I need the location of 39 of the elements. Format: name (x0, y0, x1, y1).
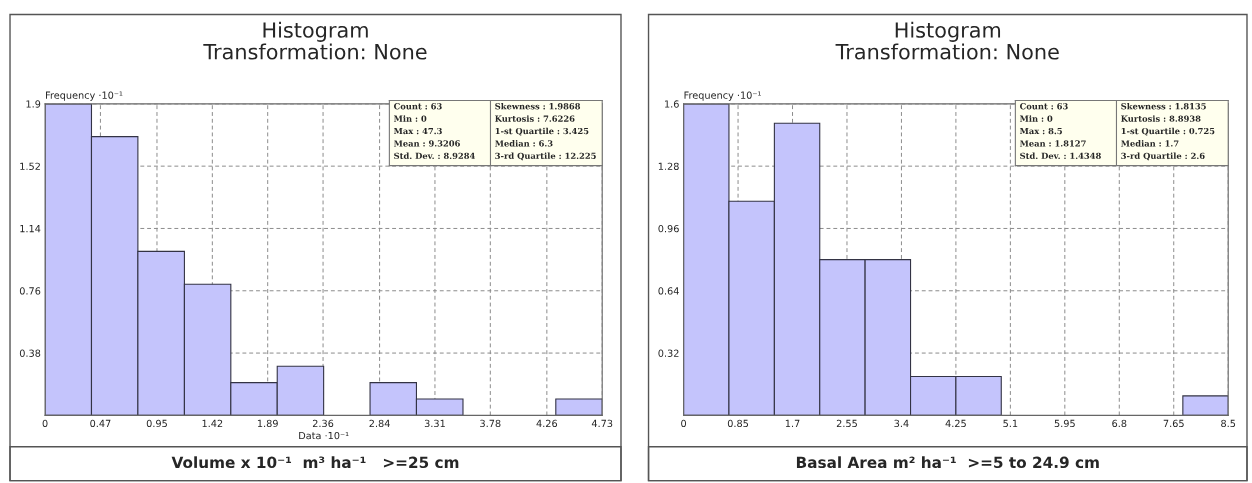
x-tick-label: 3.4 (894, 419, 909, 428)
y-tick-label: 0.38 (19, 349, 41, 357)
x-tick-label: 0 (681, 419, 687, 428)
y-tick-label: 0.96 (658, 224, 679, 233)
x-tick-label: 4.26 (536, 419, 558, 428)
y-tick-label: 0.76 (19, 287, 41, 295)
x-tick-label: 0 (42, 419, 48, 428)
x-tick-label: 0.85 (727, 419, 749, 428)
y-axis-title: Frequency ·10⁻¹ (46, 91, 123, 101)
x-tick-label: 3.78 (480, 419, 501, 428)
y-tick-label: 0.32 (658, 349, 679, 357)
y-tick-label: 1.28 (658, 162, 679, 170)
x-tick-label: 3.31 (424, 419, 445, 428)
x-tick-label: 1.7 (785, 419, 800, 427)
chart-title: Histogram Transformation: None (203, 21, 427, 60)
y-tick-label: 1.14 (20, 225, 41, 233)
x-tick-label: 0.95 (146, 419, 167, 428)
x-tick-label: 4.73 (591, 419, 613, 428)
y-tick-label: 1.9 (26, 100, 41, 108)
y-tick-label: 0.64 (658, 287, 679, 295)
x-tick-label: 7.65 (1163, 419, 1184, 428)
text: Volume x 10⁻¹ m³ ha⁻¹ >=25 cm (171, 456, 459, 469)
x-tick-label: 2.84 (369, 419, 390, 428)
y-tick-label: 1.52 (20, 162, 40, 170)
y-tick-label: 1.6 (665, 100, 679, 108)
y-axis-title: Frequency ·10⁻¹ (684, 91, 761, 101)
x-tick-label: 8.5 (1221, 419, 1236, 428)
x-tick-label: 4.25 (945, 419, 966, 428)
x-tick-label: 0.47 (90, 419, 111, 428)
x-tick-label: 1.42 (202, 419, 223, 427)
x-tick-label: 1.89 (257, 419, 278, 428)
x-tick-label: 5.95 (1054, 419, 1075, 428)
chart-title: Histogram Transformation: None (835, 21, 1059, 60)
x-tick-label: 2.36 (312, 419, 334, 428)
x-tick-label: 5.1 (1003, 419, 1018, 428)
x-tick-label: 2.55 (836, 419, 857, 428)
x-tick-label: 6.8 (1112, 419, 1127, 428)
text: Basal Area m² ha⁻¹ >=5 to 24.9 cm (796, 456, 1099, 469)
x-axis-title: Data ·10⁻¹ (299, 431, 349, 440)
